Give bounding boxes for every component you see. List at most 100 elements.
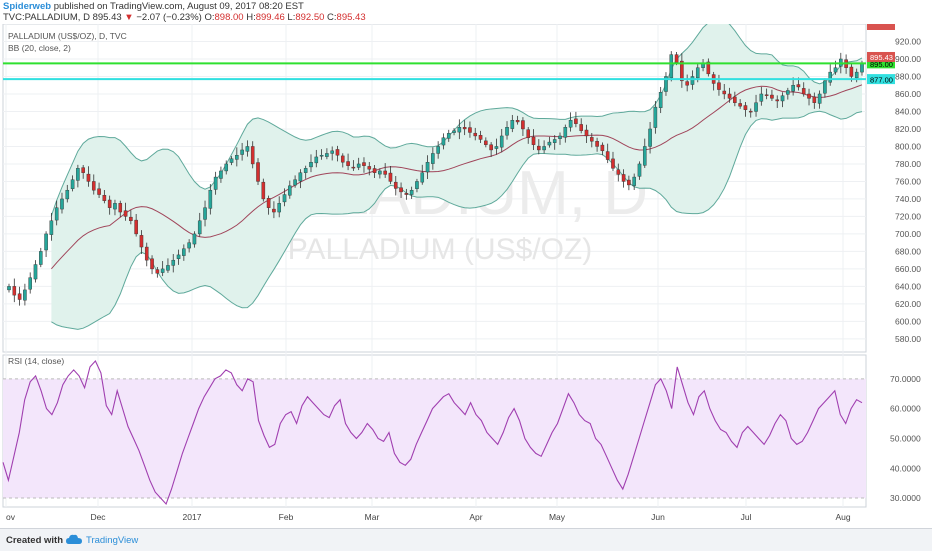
candle-up <box>499 135 504 148</box>
candle-down <box>775 99 780 102</box>
candle-down <box>118 203 123 213</box>
candle-up <box>648 128 652 147</box>
price-change: −2.07 (−0.23%) <box>136 12 202 23</box>
candle-up <box>54 207 59 221</box>
low-label: L: <box>287 12 296 23</box>
candle-up <box>854 71 859 79</box>
x-tick-label: ov <box>6 512 16 522</box>
candle-up <box>240 149 244 155</box>
close-label: C: <box>327 12 337 23</box>
candle-up <box>213 176 218 190</box>
candle-down <box>621 174 626 182</box>
author-link[interactable]: Spiderweb <box>3 1 52 12</box>
candle-up <box>182 248 186 256</box>
candle-up <box>833 67 838 73</box>
candle-up <box>452 130 456 133</box>
tradingview-brand[interactable]: TradingView <box>86 535 139 546</box>
x-tick-label: Mar <box>365 512 380 522</box>
candle-down <box>86 173 91 182</box>
rsi-axis-tick: 70.0000 <box>890 374 921 384</box>
candle-up <box>446 133 451 139</box>
candle-down <box>484 140 488 145</box>
candle-up <box>378 170 382 175</box>
candle-down <box>107 199 112 208</box>
candle-up <box>558 135 562 139</box>
candle-down <box>12 286 17 296</box>
price-axis-tick: 860.00 <box>895 89 921 99</box>
candle-up <box>282 194 287 203</box>
candle-up <box>415 181 419 189</box>
price-chart-area[interactable]: ov Dec 2017 Feb Mar Apr May Jun Jul Aug 580.00 600.… <box>0 24 932 528</box>
candle-up <box>160 268 165 273</box>
bb-lower-band <box>51 110 863 330</box>
candle-down <box>17 293 22 300</box>
candle-up <box>632 176 636 186</box>
rsi-axis-tick: 60.0000 <box>890 404 921 414</box>
candle-up <box>171 259 176 266</box>
price-axis-tick: 780.00 <box>895 159 921 169</box>
candle-down <box>595 141 599 147</box>
price-axis-tick: 820.00 <box>895 124 921 134</box>
down-arrow-icon: ▼ <box>124 12 134 23</box>
candle-down <box>722 90 727 95</box>
candle-up <box>38 251 43 265</box>
candle-up <box>669 54 674 79</box>
candle-down <box>605 151 610 160</box>
series-legend[interactable]: PALLADIUM (US$/OZ), D, TVC <box>8 31 127 41</box>
candle-down <box>807 93 811 99</box>
candle-down <box>627 179 631 186</box>
candle-up <box>60 198 64 210</box>
candle-down <box>590 137 594 142</box>
footer-bar: Created with TradingView <box>0 528 932 551</box>
candle-down <box>266 198 271 208</box>
candle-down <box>372 168 377 173</box>
candle-down <box>473 132 478 137</box>
candle-down <box>399 187 403 193</box>
candle-up <box>176 254 181 259</box>
candle-up <box>409 189 414 195</box>
candle-down <box>537 145 541 151</box>
bb-legend[interactable]: BB (20, close, 2) <box>8 43 71 53</box>
candle-up <box>288 185 292 196</box>
rsi-legend[interactable]: RSI (14, close) <box>8 356 65 366</box>
candle-down <box>155 269 160 274</box>
bb-basis <box>51 84 863 270</box>
price-axis-tick: 680.00 <box>895 246 921 256</box>
level-tag-label: 877.00 <box>870 76 893 85</box>
candle-down <box>383 170 387 175</box>
open-label: O: <box>204 12 215 23</box>
candle-up <box>229 158 234 163</box>
candle-down <box>335 149 340 156</box>
candle-down <box>102 195 107 201</box>
candle-down <box>150 258 154 270</box>
candle-up <box>7 286 11 291</box>
symbol-label[interactable]: TVC:PALLADIUM, D <box>3 12 90 23</box>
rsi-axis-tick: 50.0000 <box>890 433 921 443</box>
price-axis-tick: 760.00 <box>895 176 921 186</box>
candle-up <box>431 153 435 164</box>
x-tick-label: Feb <box>279 512 294 522</box>
created-with-text: Created with <box>6 535 64 546</box>
price-axis-tick: 840.00 <box>895 106 921 116</box>
candle-down <box>584 129 589 137</box>
candle-down <box>367 166 372 170</box>
candle-up <box>309 161 313 168</box>
candle-up <box>780 95 785 102</box>
close-value: 895.43 <box>336 12 366 23</box>
price-axis-tick: 580.00 <box>895 334 921 344</box>
candle-up <box>754 102 758 112</box>
candle-up <box>505 127 509 136</box>
candle-up <box>113 203 117 210</box>
candle-down <box>717 82 721 90</box>
candle-down <box>81 167 85 173</box>
candle-up <box>542 146 546 151</box>
rsi-line <box>2 360 863 506</box>
price-axis-tick: 740.00 <box>895 194 921 204</box>
candle-up <box>552 139 557 143</box>
candle-up <box>219 170 223 179</box>
candle-down <box>579 124 583 131</box>
candle-down <box>340 155 345 163</box>
candle-up <box>298 172 303 182</box>
candle-up <box>325 153 329 157</box>
candle-down <box>468 127 472 133</box>
